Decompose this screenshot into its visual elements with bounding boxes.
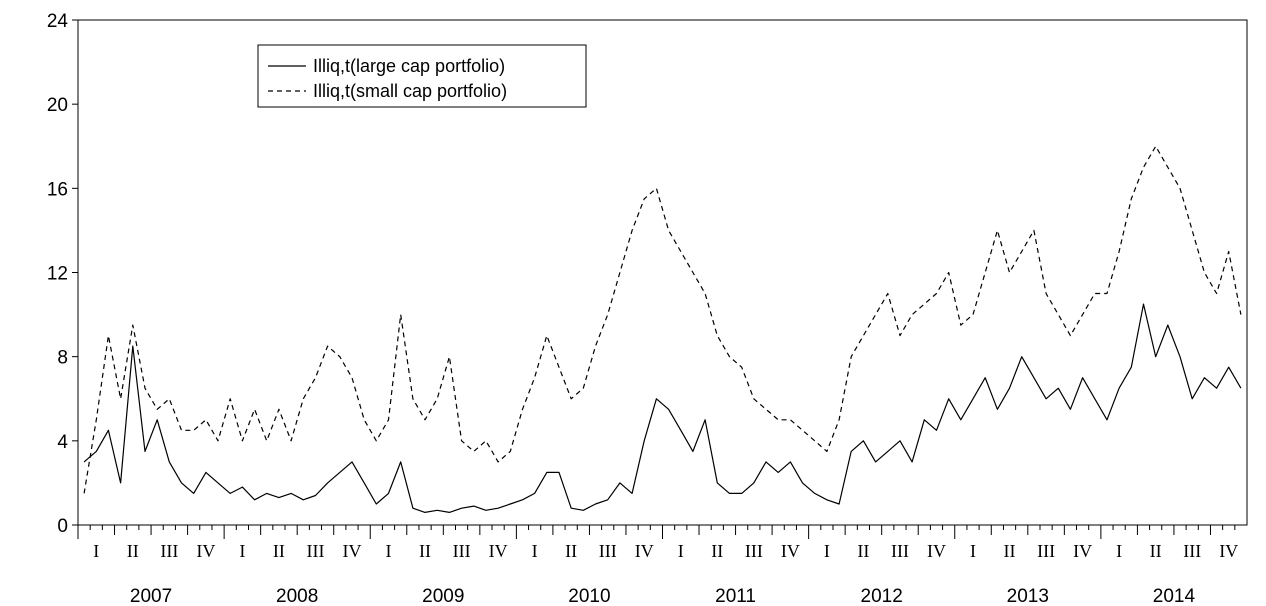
y-tick-label: 24 [47,11,69,32]
quarter-label: III [891,541,909,561]
year-label: 2011 [715,586,756,606]
quarter-label: I [93,541,99,561]
quarter-label: IV [781,541,800,561]
series-line-small-cap [83,145,1242,494]
quarter-label: III [306,541,324,561]
quarter-label: III [453,541,471,561]
quarter-label: IV [489,541,508,561]
legend-label-small-cap: Illiq,t(small cap portfolio) [313,81,507,101]
y-tick-label: 8 [57,348,68,369]
legend: Illiq,t(large cap portfolio) Illiq,t(sma… [257,44,587,108]
quarter-label: III [599,541,617,561]
year-label: 2008 [276,586,318,606]
quarter-label: III [745,541,763,561]
quarter-label: IV [635,541,654,561]
legend-box [257,44,587,108]
year-label: 2013 [1007,586,1049,606]
y-tick-label: 20 [47,95,68,116]
quarter-label: IV [196,541,215,561]
legend-label-large-cap: Illiq,t(large cap portfolio) [313,56,505,76]
quarter-label: IV [1219,541,1238,561]
quarter-label: II [419,541,431,561]
quarter-label: I [824,541,830,561]
year-label: 2014 [1153,586,1196,606]
quarter-label: II [127,541,139,561]
quarter-label: IV [342,541,361,561]
quarter-label: II [1150,541,1162,561]
quarter-label: II [857,541,869,561]
quarter-label: II [1004,541,1016,561]
quarter-label: III [1183,541,1201,561]
year-label: 2010 [568,586,610,606]
quarter-label: II [711,541,723,561]
quarter-label: II [565,541,577,561]
year-label: 2012 [861,586,903,606]
y-tick-label: 4 [57,432,68,453]
quarter-label: IV [1073,541,1092,561]
series-layer [83,145,1242,514]
y-tick-label: 12 [47,264,68,285]
quarter-label: I [239,541,245,561]
quarter-label: I [532,541,538,561]
year-label: 2009 [422,586,464,606]
year-label: 2007 [130,586,172,606]
quarter-label: IV [927,541,946,561]
series-line-large-cap [83,303,1242,514]
y-tick-label: 16 [47,179,68,200]
quarter-label: I [386,541,392,561]
quarter-label: I [1116,541,1122,561]
y-tick-label: 0 [57,516,68,537]
plot-frame [77,19,1248,526]
quarter-label: I [678,541,684,561]
quarter-label: III [160,541,178,561]
quarter-label: III [1037,541,1055,561]
quarter-label: II [273,541,285,561]
y-axis: 0 4 8 12 16 20 24 [47,11,78,537]
quarter-label: I [970,541,976,561]
